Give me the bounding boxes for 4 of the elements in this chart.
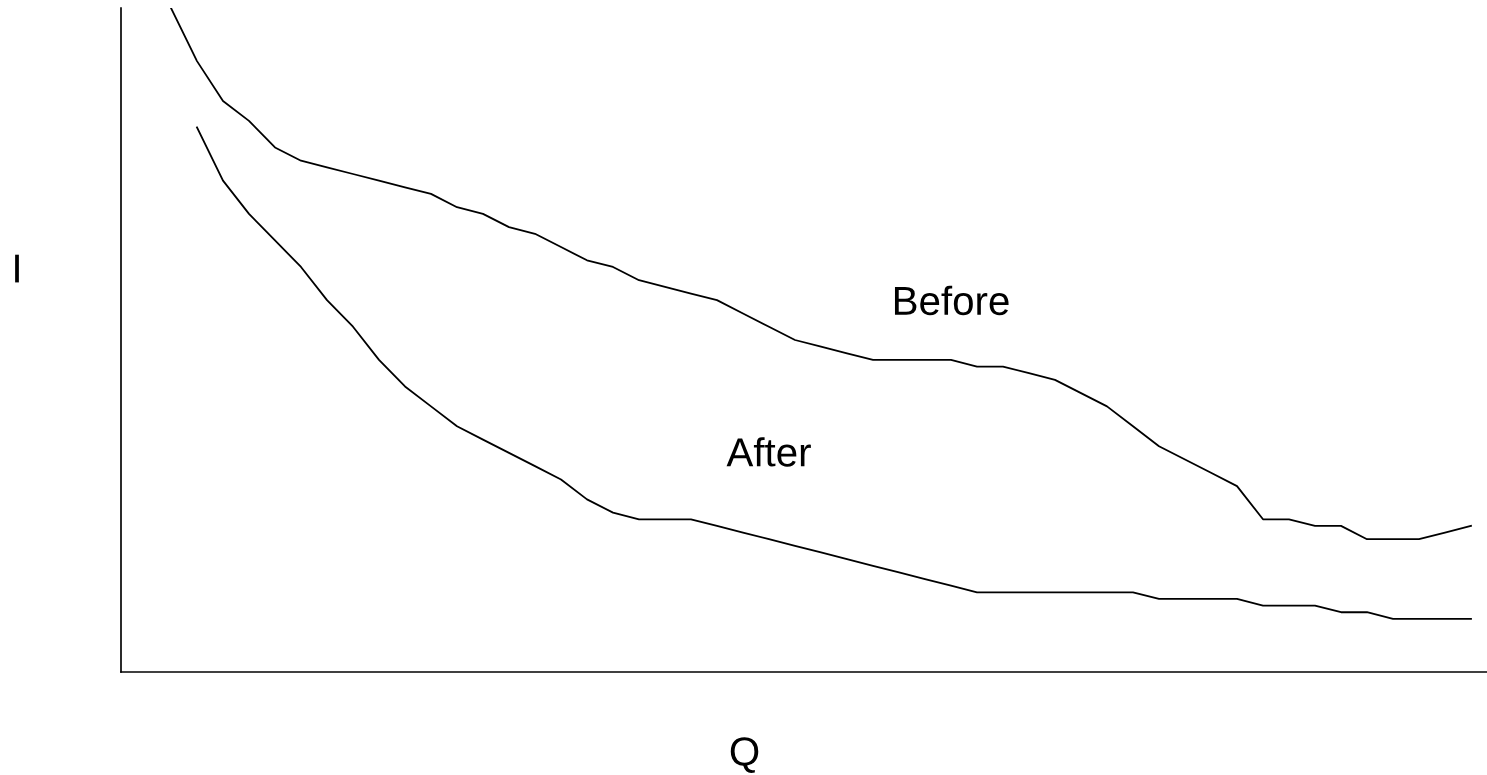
x-axis-title: Q — [730, 737, 759, 774]
series-label: Before — [894, 285, 1009, 316]
series-label: After — [726, 437, 811, 467]
y-axis-title: I — [15, 254, 19, 283]
